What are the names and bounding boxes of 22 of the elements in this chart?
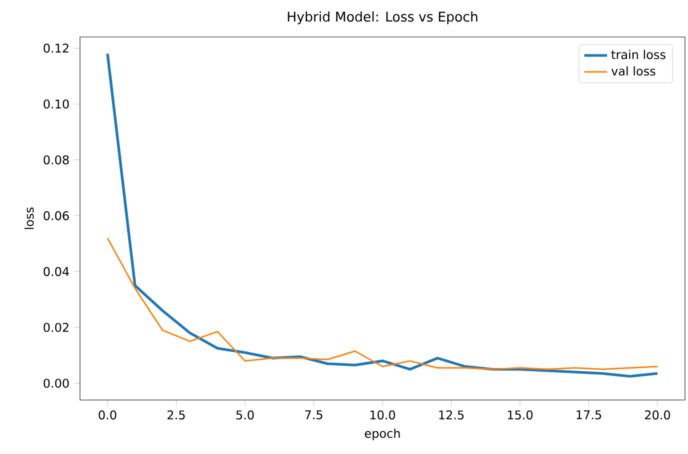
x-axis-title: epoch (364, 428, 400, 440)
x-tick-label: 10.0 (370, 410, 396, 420)
x-tick-label: 12.5 (439, 410, 464, 420)
y-tick-label: 0.02 (44, 322, 68, 332)
y-axis-title: loss (24, 207, 34, 229)
x-tick-label: 7.5 (305, 410, 322, 420)
y-tick-label: 0.12 (44, 44, 68, 53)
legend-label: train loss (611, 50, 666, 60)
chart-title: Hybrid Model: Loss vs Epoch (288, 11, 478, 24)
y-tick-label: 0.08 (44, 155, 69, 164)
y-tick-label: 0.06 (44, 211, 69, 220)
x-tick-label: 5.0 (236, 410, 254, 420)
line-series (106, 237, 658, 370)
legend-label: val loss (611, 66, 656, 76)
x-tick-label: 15.0 (508, 410, 533, 420)
x-tick-label: 17.5 (576, 410, 602, 420)
x-tick-label: 2.5 (168, 410, 185, 420)
y-tick-label: 0.04 (44, 267, 69, 276)
x-tick-label: 0.0 (98, 410, 116, 420)
y-tick-label: 0.10 (44, 99, 69, 109)
x-tick-label: 20.0 (645, 410, 670, 420)
y-tick-label: 0.00 (44, 378, 69, 388)
